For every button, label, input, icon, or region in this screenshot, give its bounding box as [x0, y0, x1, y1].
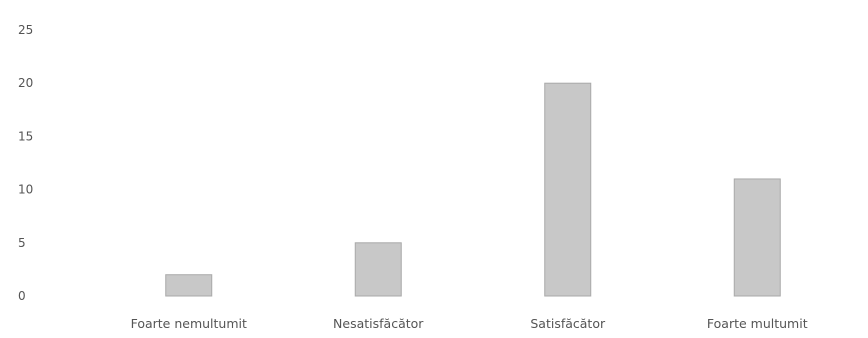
bar — [165, 274, 213, 297]
y-axis: 0 5 10 15 20 25 — [18, 23, 33, 303]
y-tick-label: 5 — [18, 236, 26, 250]
bar — [733, 178, 781, 297]
y-tick-label: 15 — [18, 129, 33, 143]
bar — [544, 82, 592, 297]
x-category-label: Foarte multumit — [707, 316, 808, 331]
x-category-label: Nesatisfăcător — [333, 316, 424, 331]
y-tick-label: 0 — [18, 289, 26, 303]
x-category-label: Satisfăcător — [530, 316, 606, 331]
x-axis: Foarte nemultumit Nesatisfăcător Satisfăcă… — [131, 316, 808, 331]
x-category-label: Foarte nemultumit — [131, 316, 247, 331]
bar-series — [165, 82, 781, 297]
bar — [354, 242, 402, 297]
y-tick-label: 10 — [18, 183, 33, 197]
y-tick-label: 20 — [18, 76, 33, 90]
y-tick-label: 25 — [18, 23, 33, 37]
